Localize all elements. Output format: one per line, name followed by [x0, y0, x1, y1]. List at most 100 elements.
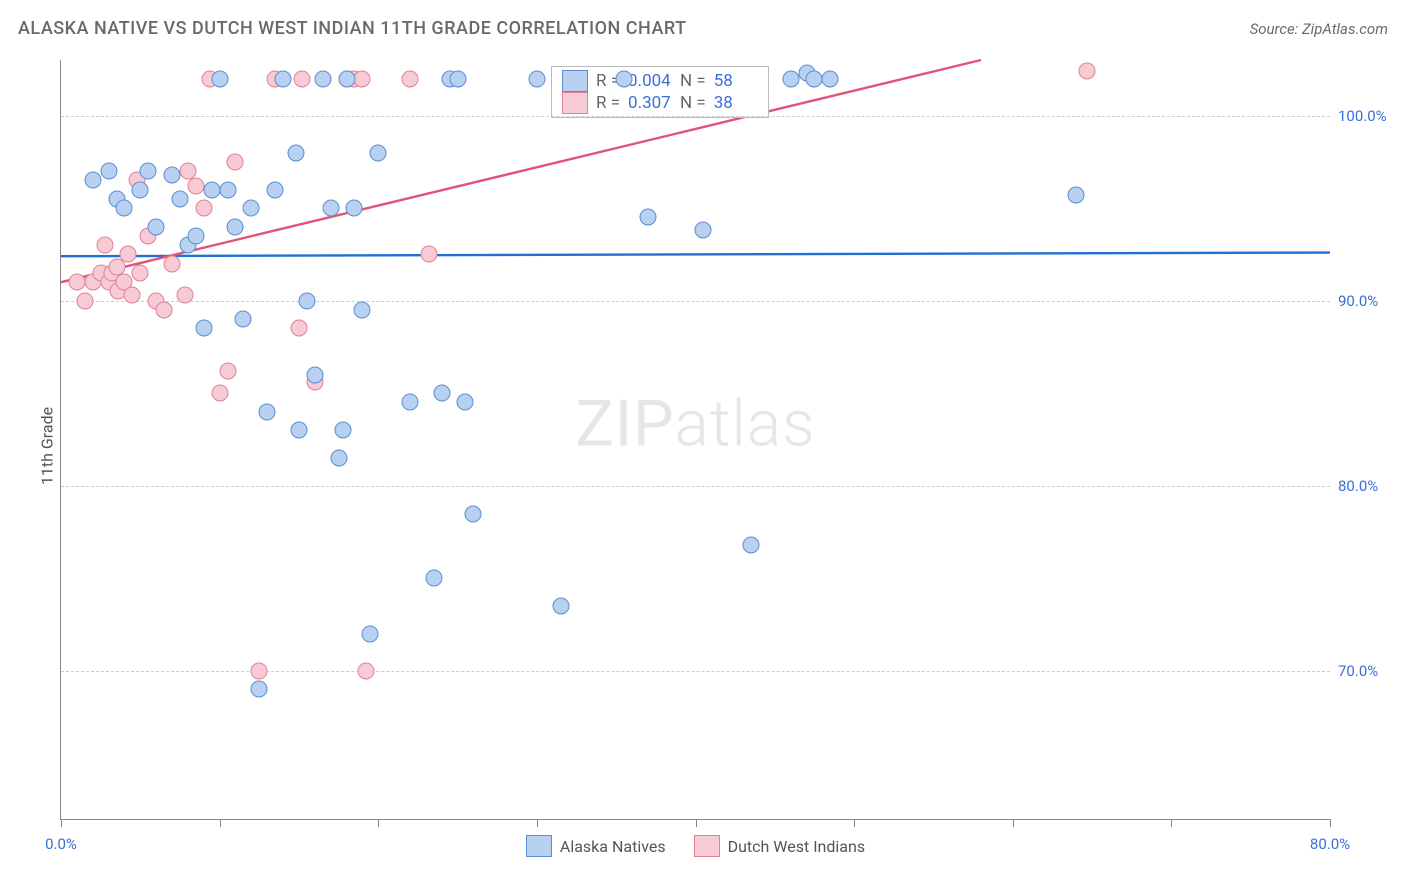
xtick-label: 80.0% — [1310, 835, 1350, 853]
data-point — [132, 264, 149, 281]
xtick — [1013, 819, 1014, 827]
data-point — [259, 403, 276, 420]
gridline-h — [61, 486, 1330, 487]
data-point — [116, 200, 133, 217]
data-point — [330, 450, 347, 467]
stats-row-alaska: R = 0.004 N = 58 — [562, 70, 758, 92]
data-point — [251, 681, 268, 698]
data-point — [211, 385, 228, 402]
trend-line — [61, 60, 981, 282]
ytick-label: 80.0% — [1338, 477, 1394, 495]
data-point — [449, 70, 466, 87]
data-point — [100, 163, 117, 180]
data-point — [68, 274, 85, 291]
y-axis-label: 11th Grade — [38, 407, 57, 485]
data-point — [187, 177, 204, 194]
data-point — [822, 70, 839, 87]
data-point — [211, 70, 228, 87]
trend-line — [61, 253, 1330, 257]
data-point — [294, 70, 311, 87]
data-point — [346, 200, 363, 217]
xtick — [378, 819, 379, 827]
watermark: ZIPatlas — [575, 387, 815, 462]
xtick — [220, 819, 221, 827]
bottom-legend: Alaska Natives Dutch West Indians — [61, 835, 1330, 857]
data-point — [338, 70, 355, 87]
data-point — [357, 662, 374, 679]
data-point — [457, 394, 474, 411]
data-point — [164, 255, 181, 272]
legend-label-dutch: Dutch West Indians — [728, 837, 866, 856]
data-point — [743, 537, 760, 554]
scatter-chart: ZIPatlas R = 0.004 N = 58 R = 0.307 N = … — [60, 60, 1330, 820]
data-point — [695, 222, 712, 239]
gridline-h — [61, 116, 1330, 117]
data-point — [124, 287, 141, 304]
data-point — [1079, 63, 1096, 80]
data-point — [195, 320, 212, 337]
data-point — [148, 218, 165, 235]
swatch-alaska — [562, 70, 588, 92]
data-point — [433, 385, 450, 402]
data-point — [354, 70, 371, 87]
data-point — [290, 320, 307, 337]
legend-swatch-dutch — [694, 835, 720, 857]
legend-item-alaska: Alaska Natives — [526, 835, 666, 857]
data-point — [219, 363, 236, 380]
data-point — [219, 181, 236, 198]
ytick-label: 70.0% — [1338, 662, 1394, 680]
data-point — [243, 200, 260, 217]
data-point — [528, 70, 545, 87]
xtick — [854, 819, 855, 827]
data-point — [156, 301, 173, 318]
data-point — [1068, 187, 1085, 204]
ytick-label: 90.0% — [1338, 292, 1394, 310]
data-point — [421, 246, 438, 263]
xtick — [61, 819, 62, 827]
data-point — [782, 70, 799, 87]
data-point — [97, 237, 114, 254]
data-point — [401, 394, 418, 411]
data-point — [275, 70, 292, 87]
data-point — [616, 70, 633, 87]
legend-swatch-alaska — [526, 835, 552, 857]
xtick — [537, 819, 538, 827]
data-point — [806, 70, 823, 87]
data-point — [195, 200, 212, 217]
stats-legend-box: R = 0.004 N = 58 R = 0.307 N = 38 — [551, 66, 769, 118]
data-point — [140, 163, 157, 180]
data-point — [132, 181, 149, 198]
data-point — [227, 218, 244, 235]
data-point — [176, 287, 193, 304]
data-point — [251, 662, 268, 679]
xtick — [696, 819, 697, 827]
data-point — [354, 301, 371, 318]
xtick — [1171, 819, 1172, 827]
data-point — [187, 227, 204, 244]
data-point — [290, 422, 307, 439]
data-point — [171, 190, 188, 207]
data-point — [164, 166, 181, 183]
gridline-h — [61, 301, 1330, 302]
xtick-label: 0.0% — [45, 835, 77, 853]
source-label: Source: ZipAtlas.com — [1250, 20, 1388, 38]
data-point — [203, 181, 220, 198]
data-point — [84, 172, 101, 189]
data-point — [298, 292, 315, 309]
trend-lines-layer — [61, 60, 1330, 819]
data-point — [335, 422, 352, 439]
legend-label-alaska: Alaska Natives — [560, 837, 666, 856]
swatch-dutch — [562, 92, 588, 114]
legend-item-dutch: Dutch West Indians — [694, 835, 866, 857]
data-point — [425, 570, 442, 587]
data-point — [306, 366, 323, 383]
chart-title: ALASKA NATIVE VS DUTCH WEST INDIAN 11TH … — [18, 18, 687, 39]
data-point — [639, 209, 656, 226]
data-point — [227, 153, 244, 170]
data-point — [267, 181, 284, 198]
data-point — [235, 311, 252, 328]
data-point — [465, 505, 482, 522]
data-point — [119, 246, 136, 263]
data-point — [76, 292, 93, 309]
ytick-label: 100.0% — [1338, 107, 1394, 125]
